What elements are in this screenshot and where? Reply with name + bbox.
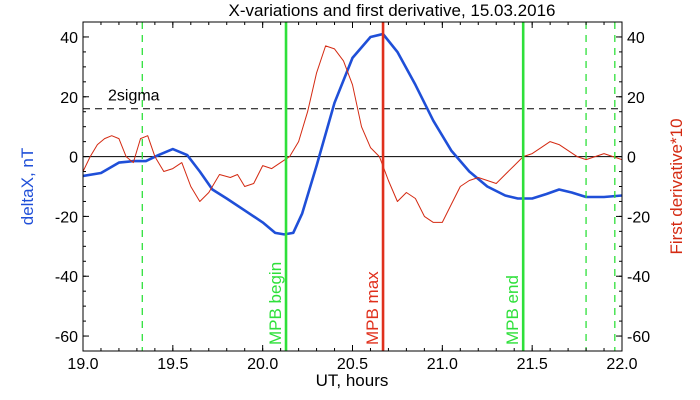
y-tick-label-left: 20 (60, 90, 78, 107)
y-tick-label-right: 20 (627, 90, 645, 107)
x-tick-label: 22.0 (606, 356, 637, 373)
y-tick-label-left: -60 (55, 329, 78, 346)
event-line-label: MPB begin (266, 262, 285, 345)
series-line-deltax (83, 32, 622, 236)
y-axis-label-left: deltaX, nT (18, 148, 37, 226)
series-line-derivative (83, 45, 622, 223)
x-tick-label: 21.5 (517, 356, 548, 373)
x-tick-label: 20.0 (247, 356, 278, 373)
x-tick-label: 19.0 (67, 356, 98, 373)
y-tick-label-right: -20 (627, 209, 650, 226)
chart-title: X-variations and first derivative, 15.03… (229, 1, 556, 20)
y-tick-label-right: 0 (627, 150, 636, 167)
y-tick-label-left: 0 (69, 150, 78, 167)
x-tick-label: 21.0 (427, 356, 458, 373)
x-axis-label: UT, hours (316, 371, 389, 390)
event-line-label: MPB end (503, 275, 522, 345)
y-tick-label-right: -40 (627, 269, 650, 286)
y-axis-label-right: First derivative*10 (667, 118, 686, 254)
x-tick-label: 19.5 (157, 356, 188, 373)
y-tick-label-left: 40 (60, 30, 78, 47)
event-line-label: MPB max (363, 271, 382, 345)
sigma-label: 2sigma (108, 88, 160, 105)
y-tick-label-right: -60 (627, 329, 650, 346)
y-tick-label-left: -20 (55, 209, 78, 226)
y-tick-label-left: -40 (55, 269, 78, 286)
x-tick-label: 20.5 (337, 356, 368, 373)
plot-frame (82, 21, 623, 352)
y-tick-label-right: 40 (627, 30, 645, 47)
